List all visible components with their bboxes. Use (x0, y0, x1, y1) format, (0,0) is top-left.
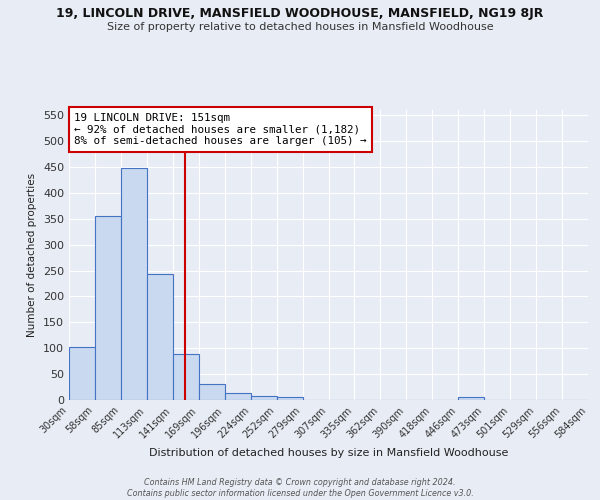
Bar (199, 384, 224, 400)
Bar (277, 398, 302, 400)
Bar (251, 396, 277, 400)
Bar (69, 346, 95, 400)
X-axis label: Distribution of detached houses by size in Mansfield Woodhouse: Distribution of detached houses by size … (149, 448, 508, 458)
Bar (121, 168, 147, 400)
Bar (224, 393, 251, 400)
Bar (458, 398, 484, 400)
Bar (173, 354, 199, 400)
Y-axis label: Number of detached properties: Number of detached properties (28, 173, 37, 337)
Text: Contains HM Land Registry data © Crown copyright and database right 2024.
Contai: Contains HM Land Registry data © Crown c… (127, 478, 473, 498)
Text: 19 LINCOLN DRIVE: 151sqm
← 92% of detached houses are smaller (1,182)
8% of semi: 19 LINCOLN DRIVE: 151sqm ← 92% of detach… (74, 113, 367, 146)
Bar (147, 274, 173, 400)
Text: 19, LINCOLN DRIVE, MANSFIELD WOODHOUSE, MANSFIELD, NG19 8JR: 19, LINCOLN DRIVE, MANSFIELD WOODHOUSE, … (56, 8, 544, 20)
Text: Size of property relative to detached houses in Mansfield Woodhouse: Size of property relative to detached ho… (107, 22, 493, 32)
Bar (95, 216, 121, 400)
